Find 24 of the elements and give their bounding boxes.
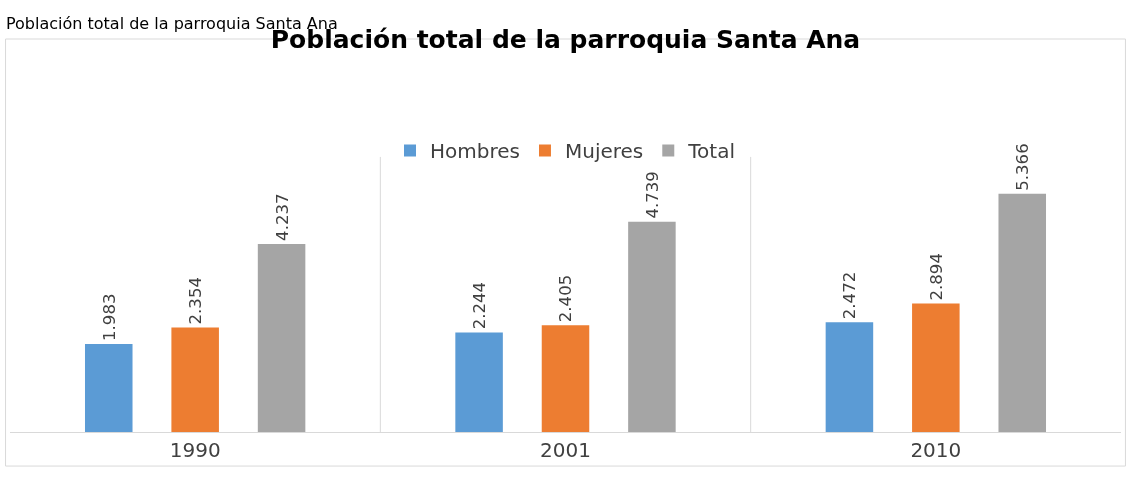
legend-label: Total	[687, 139, 735, 164]
data-label: 4.237	[272, 193, 292, 241]
data-label: 4.739	[642, 171, 662, 219]
bar	[541, 325, 590, 432]
data-label: 1.983	[99, 293, 119, 341]
legend-label: Mujeres	[564, 139, 644, 164]
bar	[171, 327, 219, 432]
bar	[825, 322, 874, 432]
bar	[257, 243, 306, 432]
bar	[628, 221, 676, 432]
x-tick-label: 2001	[540, 438, 591, 462]
data-label: 2.894	[926, 253, 946, 301]
data-label: 2.472	[840, 271, 860, 320]
bar	[912, 303, 960, 432]
data-label: 5.366	[1013, 143, 1033, 191]
bar	[84, 343, 133, 432]
data-label: 2.354	[186, 276, 206, 325]
data-label: 2.405	[556, 274, 576, 323]
x-tick-label: 1990	[169, 438, 221, 462]
bar	[998, 193, 1047, 432]
data-label: 2.244	[470, 281, 490, 330]
legend-label: Hombres	[430, 139, 520, 164]
bar	[455, 332, 503, 432]
x-tick-label: 2010	[910, 438, 962, 462]
